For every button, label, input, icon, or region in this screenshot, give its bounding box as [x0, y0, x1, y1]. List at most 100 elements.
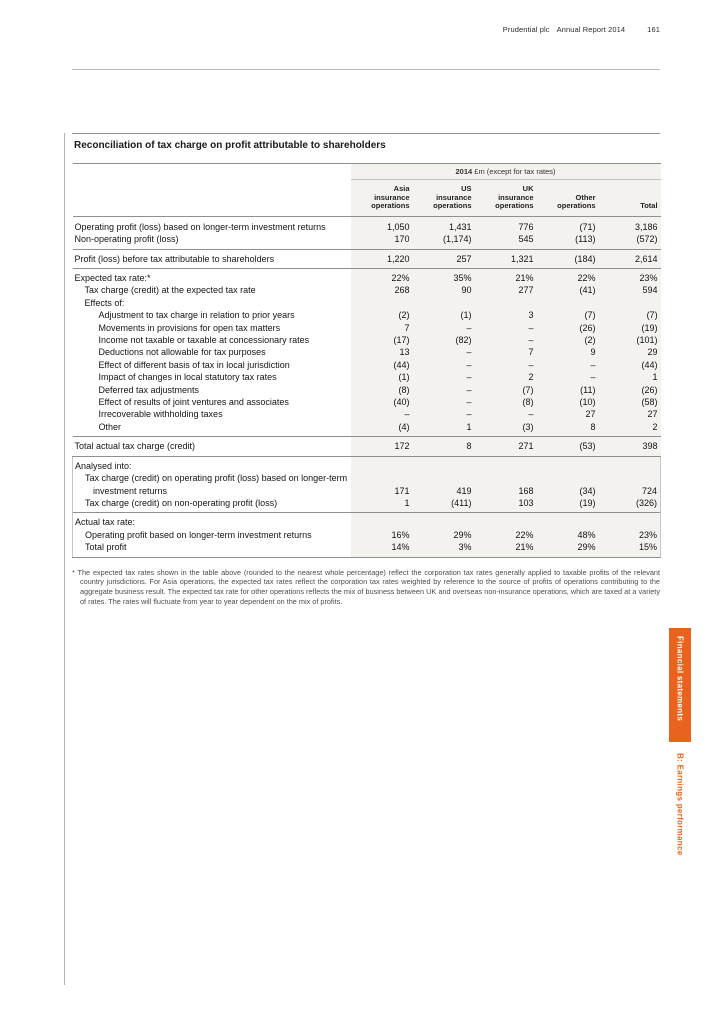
row-value: (11)	[536, 383, 599, 397]
label-column-header	[72, 179, 351, 217]
row-value: 9	[536, 346, 599, 359]
row-value: –	[350, 408, 413, 421]
row-label: Effect of different basis of tax in loca…	[98, 359, 290, 370]
row-value: (40)	[350, 396, 413, 409]
row-value: 14%	[350, 541, 413, 558]
row-value	[598, 456, 662, 473]
row-value: 545	[474, 233, 537, 250]
row-label: Profit (loss) before tax attributable to…	[72, 248, 351, 269]
row-value: 23%	[598, 528, 662, 542]
row-label: Deferred tax adjustments	[98, 384, 200, 395]
row-value: (10)	[536, 396, 599, 409]
row-value: (82)	[412, 334, 475, 347]
table-row: Impact of changes in local statutory tax…	[73, 371, 661, 384]
table-row: Total actual tax charge (credit) 172 8 271(…	[72, 436, 661, 457]
table-row: Expected tax rate:* 22% 35% 21% 22% 23%	[72, 268, 661, 285]
row-value: 776	[474, 216, 537, 234]
tax-reconciliation-table: 2014 £m (except for tax rates) Asia insu…	[72, 163, 662, 558]
row-label: Tax charge (credit) at the expected tax …	[84, 285, 256, 296]
row-value: 398	[598, 436, 661, 457]
row-label: Total actual tax charge (credit)	[72, 436, 351, 457]
table-row: Other (4) 1 (3) 8 2	[73, 420, 661, 437]
row-value: 29	[598, 346, 661, 359]
footnote: * The expected tax rates shown in the ta…	[72, 567, 660, 606]
table-row: Tax charge (credit) on non-operating pro…	[72, 496, 662, 513]
table-row: Profit (loss) before tax attributable to…	[72, 248, 661, 269]
row-value	[474, 512, 537, 529]
row-value: 27	[536, 408, 599, 421]
row-value: 171	[350, 472, 413, 497]
row-value: 90	[412, 284, 475, 297]
row-value: –	[412, 383, 475, 397]
row-value: 1,431	[412, 216, 475, 234]
row-value	[536, 456, 599, 473]
row-value: 22%	[474, 528, 537, 542]
column-header-uk: UK insurance operations	[474, 179, 537, 217]
side-tab-financial-statements: Financial statements	[669, 628, 691, 742]
row-value: –	[412, 371, 475, 384]
row-value: (71)	[536, 216, 599, 234]
row-value	[536, 512, 599, 529]
row-value: 2,614	[598, 248, 661, 269]
row-label: Non-operating profit (loss)	[74, 234, 179, 245]
row-value: 7	[350, 321, 413, 335]
row-value: (101)	[598, 334, 661, 347]
row-value: (572)	[598, 233, 661, 250]
row-value: –	[474, 358, 537, 372]
row-value: (58)	[598, 396, 661, 409]
table-row: Actual tax rate:	[72, 512, 662, 529]
row-label: Operating profit based on longer-term in…	[72, 528, 351, 542]
row-value: 48%	[536, 528, 599, 542]
report-title: Annual Report 2014	[556, 25, 626, 34]
row-value: –	[474, 334, 537, 347]
row-value: 594	[598, 284, 661, 297]
row-value: 1,050	[350, 216, 413, 234]
row-label: Expected tax rate:*	[72, 268, 351, 285]
row-value: (1)	[412, 309, 475, 322]
row-value: (3)	[474, 420, 537, 437]
table-row: Deferred tax adjustments (8) – (7) (11) (26)	[73, 383, 661, 397]
row-value: (41)	[536, 284, 599, 297]
table-row: Effect of different basis of tax in loca…	[73, 358, 661, 372]
row-value: 29%	[412, 528, 475, 542]
row-value: –	[412, 346, 475, 359]
row-value: 23%	[598, 268, 661, 285]
table-row: Non-operating profit (loss) 170 (1,174) 545…	[73, 233, 661, 250]
row-value: (7)	[598, 309, 661, 322]
row-value: –	[412, 396, 475, 409]
row-value	[412, 296, 475, 310]
row-value: 170	[350, 233, 413, 250]
table-row: Effects of:	[73, 296, 661, 310]
row-value: (7)	[536, 309, 599, 322]
row-value	[412, 512, 475, 529]
row-value: 271	[474, 436, 537, 457]
row-value: (44)	[350, 358, 413, 372]
page-number: 161	[647, 25, 660, 34]
row-value: 13	[350, 346, 413, 359]
row-value: –	[474, 408, 537, 421]
unit-band: 2014 £m (except for tax rates)	[350, 163, 661, 180]
row-value	[350, 456, 413, 473]
row-value: (1)	[350, 371, 413, 384]
row-value: 16%	[350, 528, 413, 542]
company-name: Prudential plc	[502, 25, 550, 34]
row-value: (8)	[474, 396, 537, 409]
row-value: 172	[350, 436, 413, 457]
row-value: 2	[474, 371, 537, 384]
row-value: 3,186	[598, 216, 661, 234]
row-value: 1,220	[350, 248, 413, 269]
row-value: –	[412, 408, 475, 421]
row-value	[474, 296, 537, 310]
side-tab-financial-label: Financial statements	[675, 636, 685, 722]
row-value	[536, 296, 599, 310]
row-value: 724	[598, 472, 662, 497]
row-value	[598, 296, 661, 310]
row-label: Analysed into:	[72, 456, 351, 473]
row-value: 22%	[536, 268, 599, 285]
row-value	[598, 512, 662, 529]
row-value: (7)	[474, 383, 537, 397]
row-value: 15%	[598, 541, 662, 558]
row-value: (26)	[536, 321, 599, 335]
row-value: 22%	[350, 268, 413, 285]
table-row: Tax charge (credit) on operating profit …	[72, 472, 662, 497]
